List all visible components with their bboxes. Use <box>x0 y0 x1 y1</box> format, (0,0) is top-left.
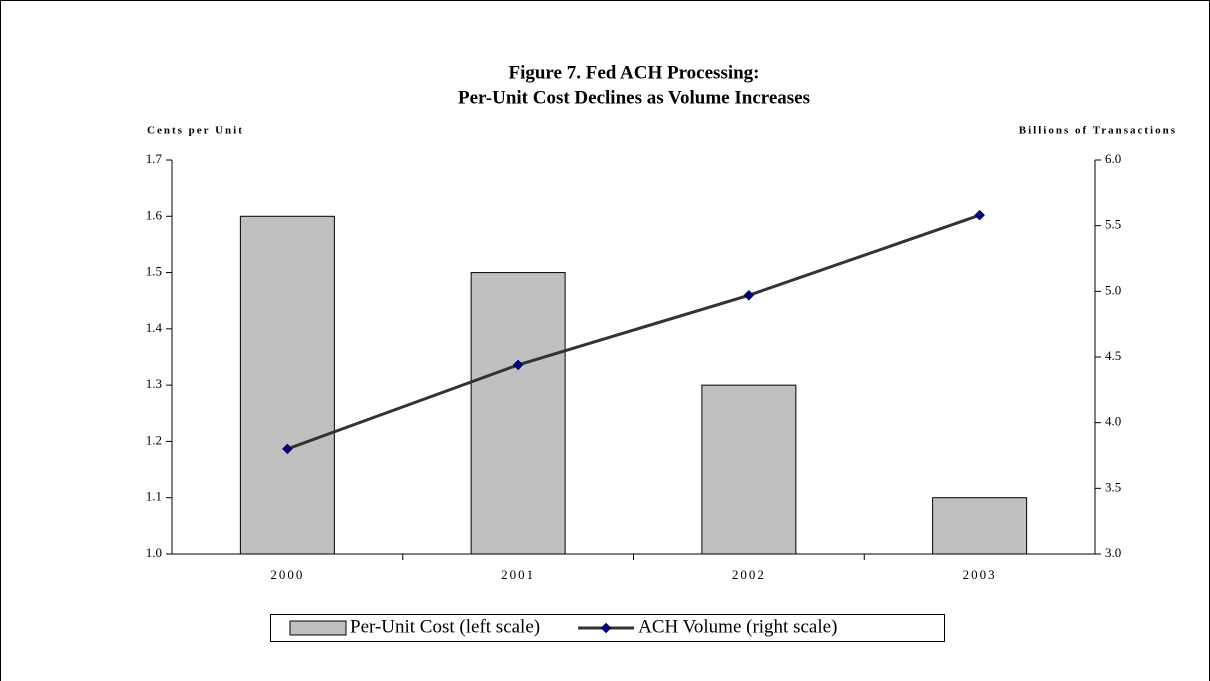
bar <box>239 215 335 555</box>
marker <box>282 443 293 455</box>
y2-tick-label: 4.5 <box>1105 348 1121 363</box>
marker <box>743 289 755 301</box>
x-tick-label: 2000 <box>270 567 304 582</box>
y-tick-label: 1.1 <box>146 489 162 504</box>
chart-title: Figure 7. Fed ACH Processing: <box>508 62 759 83</box>
legend-marker <box>600 622 612 634</box>
y2-tick-label: 3.5 <box>1105 479 1121 494</box>
bar <box>701 384 797 555</box>
x-tick-label: 2001 <box>501 567 535 582</box>
x-tick-label: 2002 <box>732 567 766 582</box>
legend-swatch <box>289 620 347 636</box>
y2-axis-label: Billions of Transactions <box>1019 125 1177 137</box>
marker <box>974 209 985 221</box>
bar <box>932 497 1028 555</box>
y-tick-label: 1.6 <box>146 207 163 222</box>
legend-label: ACH Volume (right scale) <box>638 616 837 637</box>
y-tick-label: 1.4 <box>146 320 163 335</box>
chart-subtitle: Per-Unit Cost Declines as Volume Increas… <box>458 87 810 108</box>
y2-tick-label: 5.0 <box>1105 282 1121 297</box>
x-tick-label: 2003 <box>963 567 997 582</box>
legend-label: Per-Unit Cost (left scale) <box>350 616 540 637</box>
y-tick-label: 1.2 <box>146 432 162 447</box>
y-tick-label: 1.7 <box>146 151 163 166</box>
y2-tick-label: 5.5 <box>1105 217 1121 232</box>
y-tick-label: 1.3 <box>146 376 162 391</box>
y2-tick-label: 4.0 <box>1105 414 1121 429</box>
y-tick-label: 1.5 <box>146 264 162 279</box>
y2-tick-label: 6.0 <box>1105 151 1121 166</box>
marker <box>512 359 524 371</box>
y-axis-label: Cents per Unit <box>147 125 244 137</box>
y2-tick-label: 3.0 <box>1105 545 1121 560</box>
bar <box>470 272 566 555</box>
line <box>286 213 981 451</box>
y-tick-label: 1.0 <box>146 545 162 560</box>
